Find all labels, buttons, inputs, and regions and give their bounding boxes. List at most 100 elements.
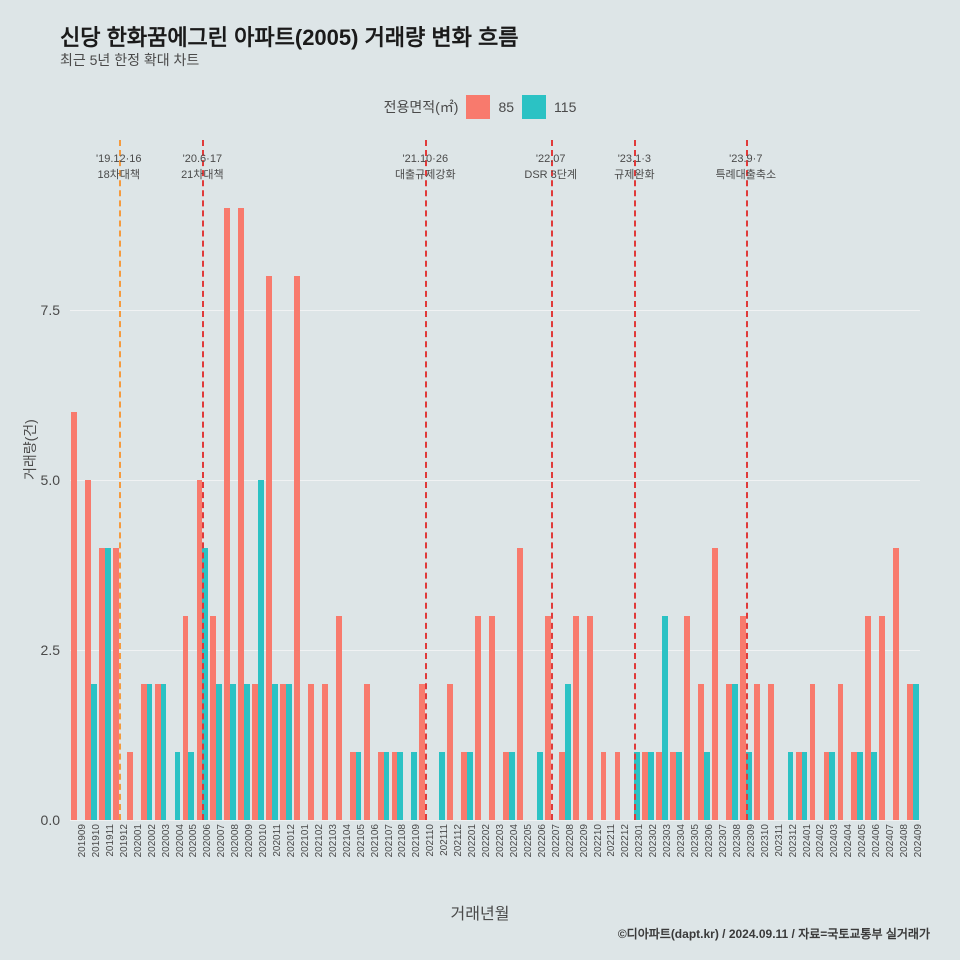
- x-tick: 202010: [258, 824, 269, 857]
- x-tick: 202009: [244, 824, 255, 857]
- x-tick: 202102: [314, 824, 325, 857]
- policy-annot-name: 21차대책: [162, 168, 242, 182]
- policy-vline: [202, 140, 204, 820]
- x-tick: 202305: [690, 824, 701, 857]
- bar: [439, 752, 445, 820]
- bar: [838, 684, 844, 820]
- policy-vline: [551, 140, 553, 820]
- policy-vline: [119, 140, 121, 820]
- bar: [802, 752, 808, 820]
- bar: [188, 752, 194, 820]
- bar: [871, 752, 877, 820]
- x-tick: 202109: [411, 824, 422, 857]
- x-tick: 202407: [885, 824, 896, 857]
- x-tick: 202307: [718, 824, 729, 857]
- x-tick: 202011: [272, 824, 283, 857]
- bar: [258, 480, 264, 820]
- bar: [91, 684, 97, 820]
- bar: [732, 684, 738, 820]
- bar: [565, 684, 571, 820]
- x-tick: 202007: [216, 824, 227, 857]
- bar: [161, 684, 167, 820]
- bar: [754, 684, 760, 820]
- x-tick: 202208: [565, 824, 576, 857]
- bar: [411, 752, 417, 820]
- bar: [913, 684, 919, 820]
- bar: [467, 752, 473, 820]
- x-tick: 202110: [425, 824, 436, 857]
- bar: [573, 616, 579, 820]
- x-tick: 202202: [481, 824, 492, 857]
- gridline: [70, 820, 920, 821]
- chart-subtitle: 최근 5년 한정 확대 차트: [60, 50, 199, 70]
- bar: [768, 684, 774, 820]
- x-tick: 201911: [105, 824, 116, 857]
- bar: [364, 684, 370, 820]
- bar: [244, 684, 250, 820]
- x-tick: 201909: [77, 824, 88, 857]
- policy-annot-date: '21.10·26: [385, 152, 465, 166]
- x-tick: 202112: [453, 824, 464, 857]
- bar: [230, 684, 236, 820]
- x-tick: 202105: [356, 824, 367, 857]
- x-tick: 201912: [119, 824, 130, 857]
- policy-annot-date: '19.12·16: [79, 152, 159, 166]
- bar: [601, 752, 607, 820]
- bar: [704, 752, 710, 820]
- x-tick: 202101: [300, 824, 311, 857]
- bar: [475, 616, 481, 820]
- gridline: [70, 310, 920, 311]
- bar: [537, 752, 543, 820]
- bar: [517, 548, 523, 820]
- x-tick: 202003: [161, 824, 172, 857]
- bar: [71, 412, 77, 820]
- legend-label-115: 115: [554, 99, 576, 115]
- bar: [662, 616, 668, 820]
- x-tick: 202104: [342, 824, 353, 857]
- x-tick: 202404: [843, 824, 854, 857]
- x-tick: 202212: [620, 824, 631, 857]
- x-tick: 202210: [593, 824, 604, 857]
- bar: [788, 752, 794, 820]
- x-tick: 202103: [328, 824, 339, 857]
- bar: [356, 752, 362, 820]
- policy-annot-name: 대출규제강화: [385, 168, 465, 182]
- bar: [712, 548, 718, 820]
- bar: [810, 684, 816, 820]
- x-tick: 202005: [188, 824, 199, 857]
- policy-annot-name: 규제완화: [594, 168, 674, 182]
- policy-annot-date: '23.1·3: [594, 152, 674, 166]
- x-tick: 202402: [815, 824, 826, 857]
- policy-annot-name: 18차대책: [79, 168, 159, 182]
- x-tick: 202204: [509, 824, 520, 857]
- y-tick: 0.0: [41, 812, 60, 828]
- credit-line: ©디아파트(dapt.kr) / 2024.09.11 / 자료=국토교통부 실…: [618, 925, 930, 942]
- x-tick: 202301: [634, 824, 645, 857]
- bar: [587, 616, 593, 820]
- bar: [676, 752, 682, 820]
- bar: [509, 752, 515, 820]
- x-tick: 202106: [370, 824, 381, 857]
- bar: [175, 752, 181, 820]
- legend-title: 전용면적(㎡): [384, 97, 459, 117]
- x-tick: 202409: [913, 824, 924, 857]
- x-tick: 202209: [579, 824, 590, 857]
- y-tick: 2.5: [41, 642, 60, 658]
- policy-vline: [746, 140, 748, 820]
- bar: [272, 684, 278, 820]
- x-tick: 202309: [746, 824, 757, 857]
- policy-annot-date: '23.9·7: [706, 152, 786, 166]
- bar: [322, 684, 328, 820]
- x-tick: 202308: [732, 824, 743, 857]
- x-tick: 202408: [899, 824, 910, 857]
- policy-vline: [425, 140, 427, 820]
- x-tick: 202405: [857, 824, 868, 857]
- x-tick: 202004: [175, 824, 186, 857]
- bar: [216, 684, 222, 820]
- bar: [336, 616, 342, 820]
- bar: [879, 616, 885, 820]
- bar: [648, 752, 654, 820]
- x-tick: 202211: [606, 824, 617, 857]
- legend-swatch-115: [522, 95, 546, 119]
- x-tick: 202002: [147, 824, 158, 857]
